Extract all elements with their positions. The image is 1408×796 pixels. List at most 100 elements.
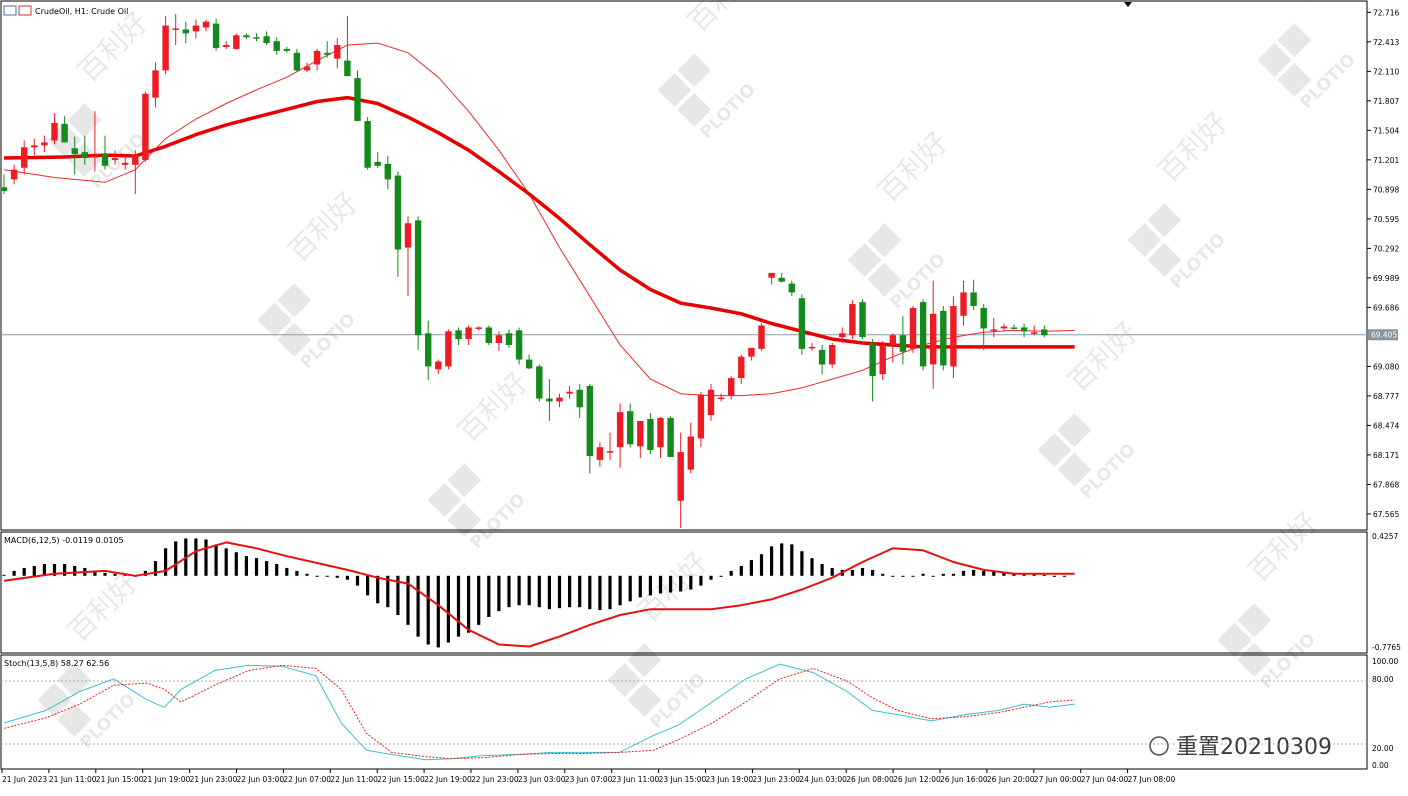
macd-histogram-bar <box>699 575 703 586</box>
candle-body <box>687 436 694 470</box>
macd-histogram-bar <box>113 573 117 576</box>
candle-body <box>930 313 937 365</box>
candle-body <box>0 187 8 192</box>
candle-body <box>10 169 18 180</box>
time-tick-label: 26 Jun 20:00 <box>987 775 1035 784</box>
candle-body <box>172 28 179 30</box>
macd-histogram-bar <box>961 570 966 576</box>
price-tick-label: 70.898 <box>1373 185 1399 194</box>
candle-body <box>283 48 290 51</box>
macd-histogram-bar <box>871 569 875 576</box>
macd-axis-top: 0.4257 <box>1372 532 1398 541</box>
price-tick-label: 67.868 <box>1373 480 1399 489</box>
candle-body <box>1010 327 1018 329</box>
candle-body <box>162 25 169 71</box>
macd-histogram-bar <box>254 558 259 576</box>
macd-histogram-bar <box>568 575 572 608</box>
macd-histogram-bar <box>911 575 915 577</box>
macd-histogram-bar <box>901 575 905 577</box>
price-tick-label: 68.777 <box>1373 392 1399 401</box>
price-tick-label: 71.504 <box>1373 126 1399 135</box>
candle-body <box>576 389 583 408</box>
candle-body <box>606 451 614 453</box>
signature-halo: 重置20210309 <box>1176 735 1332 760</box>
candle-body <box>505 333 513 345</box>
price-tick-label: 69.080 <box>1373 362 1399 371</box>
macd-histogram-bar <box>325 575 329 577</box>
macd-histogram-bar <box>477 575 481 625</box>
price-tick-label: 70.292 <box>1373 244 1399 253</box>
time-tick-label: 27 Jun 00:00 <box>1034 775 1082 784</box>
macd-panel-frame <box>0 531 1368 654</box>
macd-histogram-bar <box>679 575 683 592</box>
macd-histogram-bar <box>628 575 632 602</box>
macd-histogram-bar <box>93 570 97 576</box>
macd-histogram-bar <box>850 569 854 576</box>
macd-histogram-bar <box>881 573 885 576</box>
signature-overlay: 重置20210309 重置20210309 <box>1148 733 1334 762</box>
price-tick-label: 68.474 <box>1373 421 1399 430</box>
watermark-block-icon <box>1057 452 1092 487</box>
stoch-level-80: 80.00 <box>1372 675 1394 684</box>
time-tick-label: 21 Jun 15:00 <box>96 775 144 784</box>
time-tick-label: 23 Jun 11:00 <box>612 775 660 784</box>
macd-axis-bottom: -0.7765 <box>1372 643 1401 652</box>
candle-body <box>990 329 997 331</box>
macd-histogram-bar <box>103 572 107 576</box>
macd-histogram-bar <box>12 570 16 576</box>
macd-histogram-bar <box>487 575 491 618</box>
time-tick-label: 26 Jun 12:00 <box>893 775 941 784</box>
macd-histogram-bar <box>537 575 541 608</box>
watermark-block-icon <box>1147 242 1182 277</box>
macd-histogram-bar <box>22 567 26 576</box>
candle-body <box>919 302 927 367</box>
macd-histogram-bar <box>396 575 400 616</box>
watermark-block-icon <box>1147 203 1182 238</box>
candle-body <box>263 36 270 44</box>
macd-histogram-bar <box>578 575 582 608</box>
time-tick-label: 26 Jun 08:00 <box>846 775 894 784</box>
candle-body <box>818 349 826 365</box>
candle-body <box>495 335 503 344</box>
stoch-main-line <box>3 663 1075 761</box>
current-price-box <box>1368 329 1398 341</box>
time-tick-label: 23 Jun 23:00 <box>752 775 800 784</box>
candle-body <box>515 330 523 360</box>
macd-histogram-bar <box>295 570 299 576</box>
candle-body <box>142 93 149 160</box>
macd-histogram-bar <box>42 564 46 576</box>
macd-histogram-bar <box>204 539 208 576</box>
macd-histogram-bar <box>810 558 814 576</box>
candle-body <box>324 52 331 55</box>
time-tick-label: 26 Jun 16:00 <box>940 775 988 784</box>
macd-histogram-bar <box>497 575 501 612</box>
macd-histogram-bar <box>73 565 77 576</box>
macd-histogram-bar <box>800 551 804 576</box>
macd-histogram-bar <box>770 546 774 576</box>
price-tick-label: 67.565 <box>1373 510 1399 519</box>
time-tick-label: 23 Jun 19:00 <box>706 775 754 784</box>
macd-histogram-bar <box>860 567 865 576</box>
candle-body <box>748 347 755 357</box>
watermark-block-icon <box>657 73 692 107</box>
candle-body <box>455 330 462 340</box>
chart-shift-marker-icon[interactable] <box>1124 2 1132 7</box>
candle-body <box>657 418 664 448</box>
candle-body <box>132 155 139 165</box>
candle-body <box>1020 327 1028 332</box>
candle-body <box>465 327 472 340</box>
time-axis: 21 Jun 2023 21 Jun 11:00 21 Jun 15:00 21 Ju… <box>1 769 1175 784</box>
macd-histogram-bar <box>456 575 461 637</box>
macd-histogram-bar <box>921 573 925 576</box>
candle-body <box>647 418 654 451</box>
stoch-level-100: 100.00 <box>1372 657 1398 666</box>
candle-body <box>253 37 260 39</box>
candle-body <box>616 412 624 448</box>
candle-body <box>738 356 745 379</box>
one-click-trading-icon[interactable] <box>18 5 32 16</box>
macd-histogram-bar <box>951 573 955 576</box>
macd-histogram-bar <box>547 575 551 610</box>
candle-body <box>425 333 432 367</box>
candle-body <box>293 52 301 71</box>
